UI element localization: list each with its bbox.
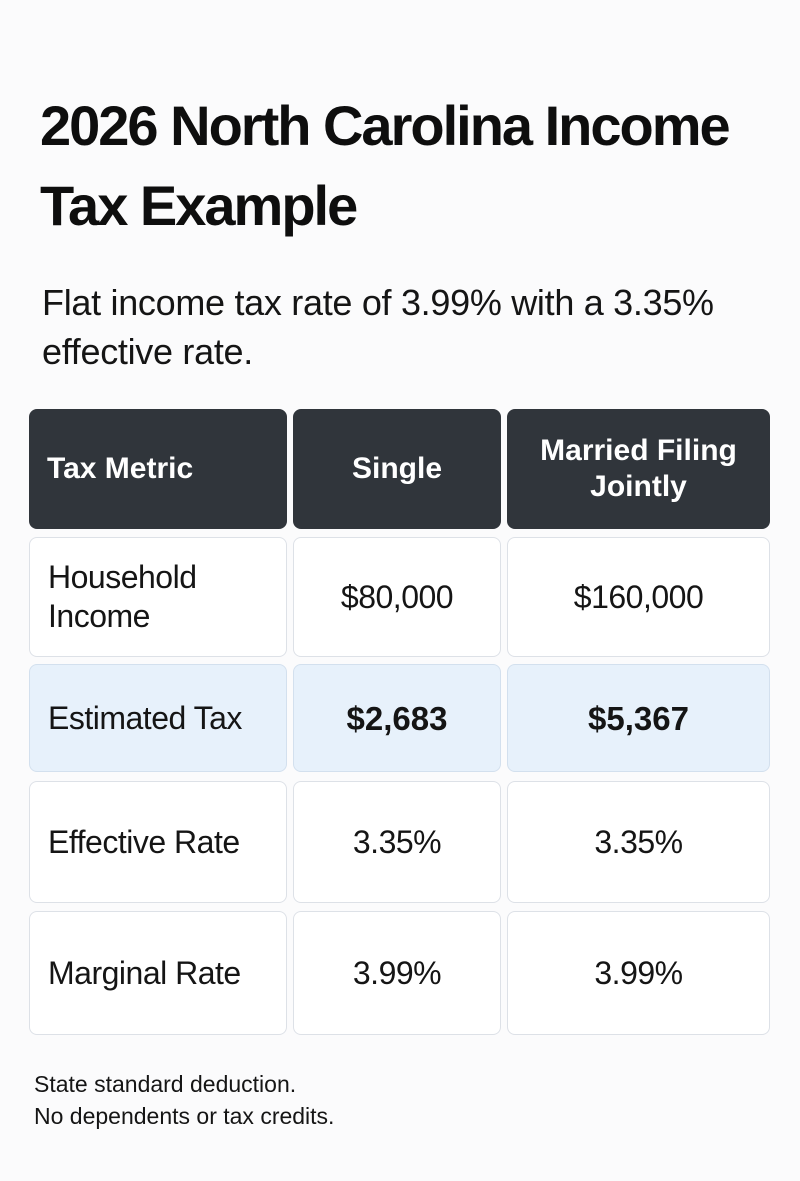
row-marginal-rate-single: 3.99% bbox=[293, 911, 501, 1035]
row-estimated-tax-single: $2,683 bbox=[293, 664, 501, 772]
row-marginal-rate-married: 3.99% bbox=[507, 911, 770, 1035]
row-effective-rate-metric: Effective Rate bbox=[29, 781, 287, 903]
footnote-no-dependents: No dependents or tax credits. bbox=[34, 1103, 335, 1129]
header-married-filing-jointly: Married Filing Jointly bbox=[507, 409, 770, 529]
page-subtitle: Flat income tax rate of 3.99% with a 3.3… bbox=[42, 282, 714, 372]
row-estimated-tax-metric: Estimated Tax bbox=[29, 664, 287, 772]
footnotes: State standard deduction. No dependents … bbox=[34, 1068, 754, 1132]
footnote-deduction: State standard deduction. bbox=[34, 1071, 297, 1097]
row-estimated-tax-married: $5,367 bbox=[507, 664, 770, 772]
row-effective-rate-married: 3.35% bbox=[507, 781, 770, 903]
row-effective-rate-single: 3.35% bbox=[293, 781, 501, 903]
header-single: Single bbox=[293, 409, 501, 529]
row-household-income-married: $160,000 bbox=[507, 537, 770, 657]
header-tax-metric: Tax Metric bbox=[29, 409, 287, 529]
row-household-income-metric: Household Income bbox=[29, 537, 287, 657]
row-household-income-single: $80,000 bbox=[293, 537, 501, 657]
page-title: 2026 North Carolina Income Tax Example bbox=[40, 94, 731, 237]
row-marginal-rate-metric: Marginal Rate bbox=[29, 911, 287, 1035]
